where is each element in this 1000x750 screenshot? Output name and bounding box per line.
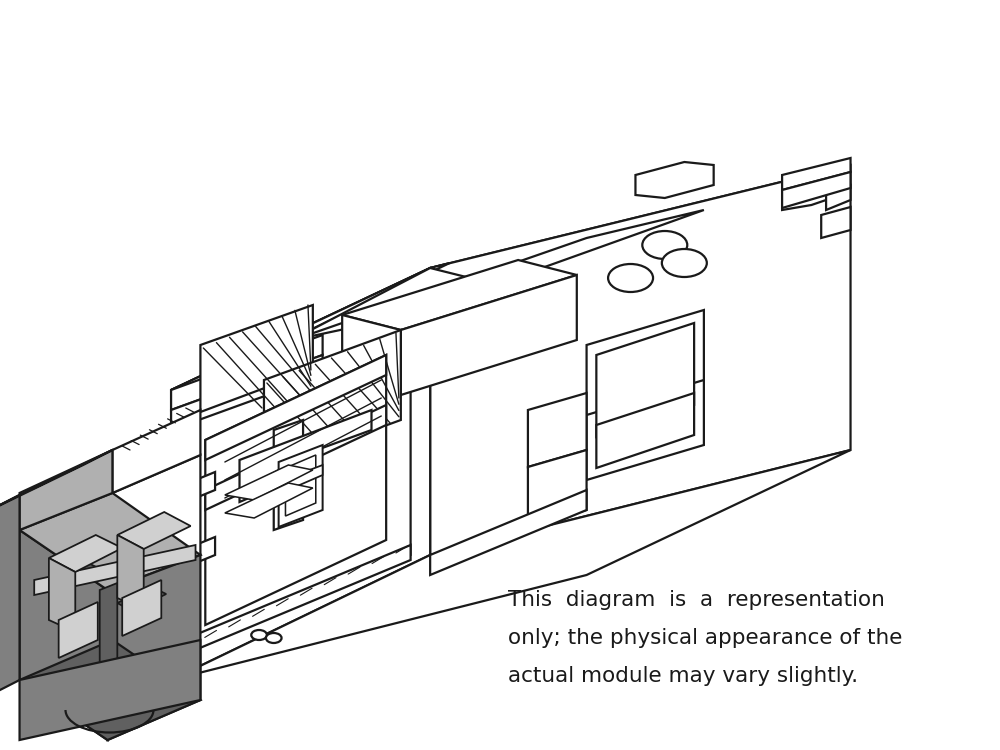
Polygon shape bbox=[279, 445, 323, 527]
Polygon shape bbox=[117, 535, 144, 610]
Polygon shape bbox=[171, 165, 851, 390]
Polygon shape bbox=[171, 335, 323, 410]
Ellipse shape bbox=[251, 630, 267, 640]
Polygon shape bbox=[171, 355, 323, 430]
Ellipse shape bbox=[608, 264, 653, 292]
Polygon shape bbox=[284, 465, 323, 492]
Polygon shape bbox=[264, 330, 401, 470]
Polygon shape bbox=[225, 483, 313, 518]
Polygon shape bbox=[285, 455, 316, 516]
Polygon shape bbox=[821, 207, 851, 238]
Polygon shape bbox=[587, 310, 704, 450]
Polygon shape bbox=[49, 558, 75, 632]
Polygon shape bbox=[205, 355, 386, 625]
Polygon shape bbox=[274, 420, 303, 530]
Polygon shape bbox=[100, 583, 117, 708]
Polygon shape bbox=[59, 602, 98, 658]
Text: only; the physical appearance of the: only; the physical appearance of the bbox=[508, 628, 903, 648]
Polygon shape bbox=[205, 268, 518, 410]
Polygon shape bbox=[205, 355, 386, 460]
Polygon shape bbox=[635, 162, 714, 198]
Polygon shape bbox=[171, 263, 450, 390]
Polygon shape bbox=[596, 393, 694, 468]
Polygon shape bbox=[20, 530, 108, 740]
Text: This  diagram  is  a  representation: This diagram is a representation bbox=[508, 590, 885, 610]
Polygon shape bbox=[782, 158, 851, 190]
Ellipse shape bbox=[642, 231, 687, 259]
Polygon shape bbox=[528, 450, 587, 527]
Polygon shape bbox=[112, 410, 200, 493]
Ellipse shape bbox=[266, 633, 282, 643]
Polygon shape bbox=[826, 185, 851, 210]
Polygon shape bbox=[200, 305, 313, 412]
Polygon shape bbox=[293, 210, 704, 340]
Polygon shape bbox=[225, 465, 313, 500]
Polygon shape bbox=[112, 455, 200, 590]
Polygon shape bbox=[782, 172, 851, 208]
Polygon shape bbox=[171, 450, 851, 680]
Polygon shape bbox=[171, 545, 411, 660]
Polygon shape bbox=[171, 537, 215, 573]
Polygon shape bbox=[122, 580, 161, 636]
Polygon shape bbox=[205, 405, 386, 510]
Polygon shape bbox=[430, 490, 587, 575]
Polygon shape bbox=[108, 555, 200, 740]
Text: actual module may vary slightly.: actual module may vary slightly. bbox=[508, 666, 858, 686]
Polygon shape bbox=[20, 493, 200, 590]
Polygon shape bbox=[20, 640, 200, 740]
Polygon shape bbox=[0, 450, 112, 510]
Polygon shape bbox=[117, 587, 166, 611]
Polygon shape bbox=[430, 165, 851, 555]
Polygon shape bbox=[528, 393, 587, 467]
Polygon shape bbox=[587, 380, 704, 480]
Polygon shape bbox=[782, 170, 841, 210]
Polygon shape bbox=[342, 260, 577, 330]
Polygon shape bbox=[54, 563, 103, 588]
Polygon shape bbox=[49, 535, 122, 572]
Ellipse shape bbox=[662, 249, 707, 277]
Polygon shape bbox=[596, 323, 694, 437]
Polygon shape bbox=[171, 330, 411, 660]
Polygon shape bbox=[401, 275, 577, 395]
Polygon shape bbox=[0, 495, 20, 695]
Polygon shape bbox=[240, 410, 371, 502]
Polygon shape bbox=[342, 315, 401, 395]
Polygon shape bbox=[34, 545, 196, 595]
Polygon shape bbox=[20, 450, 112, 530]
Polygon shape bbox=[171, 472, 215, 508]
Polygon shape bbox=[117, 512, 191, 549]
Polygon shape bbox=[171, 268, 430, 680]
Polygon shape bbox=[20, 640, 200, 740]
